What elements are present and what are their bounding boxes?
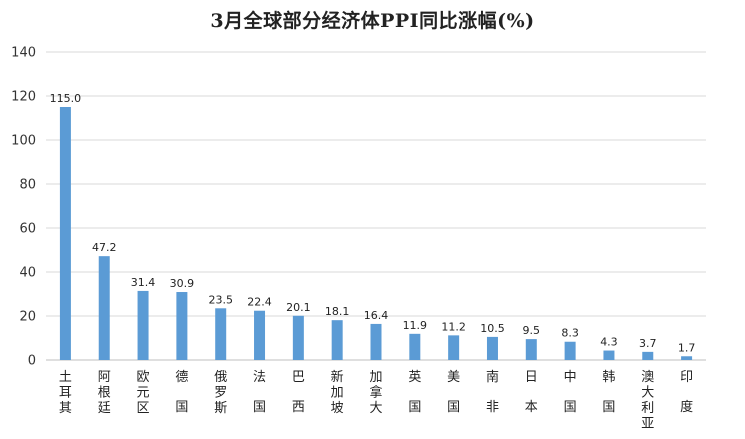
- data-label: 11.2: [441, 320, 466, 333]
- category-label: 印度: [680, 370, 693, 415]
- bar: [681, 356, 693, 360]
- category-label: 南非: [486, 369, 499, 415]
- bar: [215, 308, 227, 360]
- category-label: 日本: [525, 370, 538, 415]
- bar: [59, 107, 71, 360]
- bar: [98, 256, 110, 360]
- category-label: 加拿大: [369, 370, 382, 416]
- bar: [292, 315, 304, 360]
- category-label: 阿根廷: [98, 370, 111, 416]
- y-tick-label: 40: [19, 266, 36, 281]
- data-label: 8.3: [561, 327, 579, 340]
- category-label: 德国: [175, 370, 188, 415]
- category-label: 欧元区: [137, 370, 150, 416]
- data-label: 18.1: [325, 305, 350, 318]
- data-labels: 115.0 47.2 31.4 30.9 23.5 22.4 20.1 18.1 16.4 11.…: [50, 92, 696, 354]
- y-tick-label: 100: [11, 134, 36, 149]
- data-label: 16.4: [364, 309, 389, 322]
- category-label: 美国: [447, 370, 460, 415]
- data-label: 10.5: [480, 322, 505, 335]
- bar: [176, 292, 188, 360]
- bars: [59, 107, 693, 360]
- bar: [254, 310, 266, 360]
- category-label: 中国: [564, 370, 577, 415]
- bar: [331, 320, 343, 360]
- y-tick-label: 20: [19, 310, 36, 325]
- data-label: 9.5: [523, 324, 541, 337]
- bar: [642, 351, 654, 360]
- category-label: 英国: [408, 370, 421, 415]
- bar: [137, 290, 149, 360]
- category-label: 土耳其: [59, 370, 72, 416]
- y-tick-label: 0: [28, 354, 36, 369]
- data-label: 47.2: [92, 241, 117, 254]
- data-label: 11.9: [403, 319, 428, 332]
- bar: [448, 335, 460, 360]
- y-tick-label: 60: [19, 222, 36, 237]
- data-label: 22.4: [247, 296, 272, 309]
- y-axis-ticks: 0 20 40 60 80 100 120 140: [11, 46, 36, 369]
- category-label: 韩国: [602, 370, 615, 415]
- bar: [409, 333, 421, 360]
- bar: [525, 339, 537, 360]
- data-label: 4.3: [600, 336, 618, 349]
- data-label: 1.7: [678, 341, 696, 354]
- data-label: 20.1: [286, 301, 311, 314]
- bar: [486, 336, 498, 360]
- y-tick-label: 140: [11, 46, 36, 61]
- data-label: 31.4: [131, 276, 156, 289]
- category-label: 澳大利亚: [641, 369, 654, 432]
- y-tick-label: 120: [11, 90, 36, 105]
- category-label: 巴西: [292, 370, 305, 415]
- category-label: 法国: [253, 370, 266, 415]
- y-tick-label: 80: [19, 178, 36, 193]
- data-label: 23.5: [208, 293, 233, 306]
- bar: [603, 350, 615, 360]
- bar: [370, 323, 382, 360]
- category-label: 新加坡: [331, 369, 344, 416]
- data-label: 30.9: [170, 277, 195, 290]
- chart-title: 3月全球部分经济体PPI同比涨幅(%): [210, 10, 535, 32]
- data-label: 115.0: [50, 92, 82, 105]
- data-label: 3.7: [639, 337, 657, 350]
- category-label: 俄罗斯: [214, 370, 227, 416]
- bar: [564, 341, 576, 360]
